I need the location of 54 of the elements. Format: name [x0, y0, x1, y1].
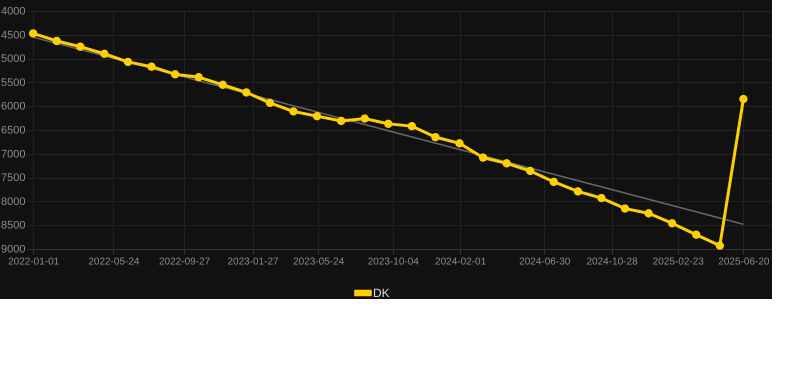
point — [431, 132, 440, 142]
x-tick-label: 2025-06-20 — [718, 256, 770, 268]
point — [336, 116, 346, 126]
point — [147, 62, 156, 71]
y-tick-label: 7000 — [1, 148, 26, 160]
point — [124, 58, 132, 66]
x-tick-label: 2024-06-30 — [519, 256, 571, 268]
point — [668, 219, 676, 228]
x-tick-label: 2022-01-01 — [8, 256, 60, 268]
x-tick-label: 2022-05-24 — [88, 256, 140, 268]
point — [312, 112, 322, 120]
point — [716, 241, 724, 250]
point — [526, 166, 534, 176]
point — [52, 36, 61, 46]
point — [76, 42, 84, 51]
y-tick-label: 5000 — [1, 53, 26, 66]
x-tick-label: 2023-10-04 — [368, 256, 420, 268]
point — [218, 80, 227, 89]
point — [478, 153, 488, 162]
point — [574, 187, 582, 196]
point — [739, 94, 748, 104]
y-tick-label: 6500 — [1, 124, 26, 136]
y-tick-label: 8500 — [1, 220, 26, 232]
x-tick-label: 2024-10-28 — [586, 256, 638, 268]
x-tick-label: 2023-05-24 — [293, 256, 345, 268]
y-tick-label: 7500 — [1, 172, 26, 184]
point — [28, 29, 38, 38]
point — [194, 72, 203, 82]
y-tick-label: 9000 — [1, 244, 26, 256]
y-tick-label: 4000 — [1, 6, 26, 18]
point — [360, 114, 369, 123]
x-tick-label: 2022-09-27 — [159, 256, 211, 268]
y-tick-label: 8000 — [1, 196, 26, 208]
point — [242, 88, 251, 97]
point — [408, 122, 416, 130]
point — [384, 120, 392, 128]
point — [550, 178, 558, 186]
point — [100, 50, 109, 58]
y-tick-label: 4500 — [1, 29, 26, 42]
x-tick-label: 2025-02-23 — [652, 256, 704, 268]
x-tick-label: 2023-01-27 — [227, 256, 280, 268]
y-tick-label: 5500 — [1, 76, 26, 89]
y-tick-label: 6000 — [1, 100, 26, 113]
point — [455, 139, 464, 148]
point — [644, 209, 653, 218]
legend-label: DK — [373, 286, 390, 300]
point — [502, 159, 511, 168]
point — [289, 107, 298, 116]
x-tick-label: 2024-02-01 — [435, 256, 487, 268]
point — [597, 194, 606, 202]
point — [620, 204, 630, 213]
point — [170, 70, 180, 78]
point — [692, 230, 700, 239]
point — [266, 98, 274, 108]
